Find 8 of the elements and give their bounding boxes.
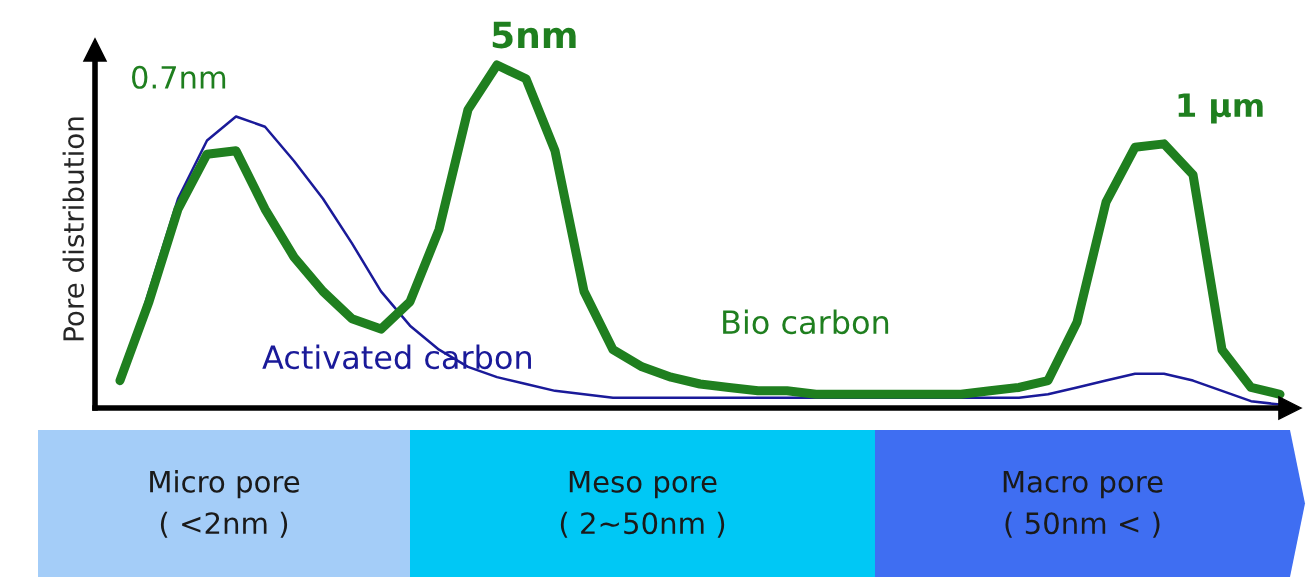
annotation: 0.7nm — [132, 65, 226, 89]
text: 5nm — [492, 21, 576, 49]
series-label: Bio carbon — [723, 309, 889, 335]
annotation: 1 μm — [1178, 93, 1263, 124]
text: Macro pore ( 50nm < ) — [1003, 471, 1163, 538]
y-axis-title: Pore distribution — [62, 117, 85, 341]
text: Meso pore ( 2∼50nm ) — [560, 471, 725, 538]
text: Micro pore ( <2nm ) — [150, 470, 300, 538]
